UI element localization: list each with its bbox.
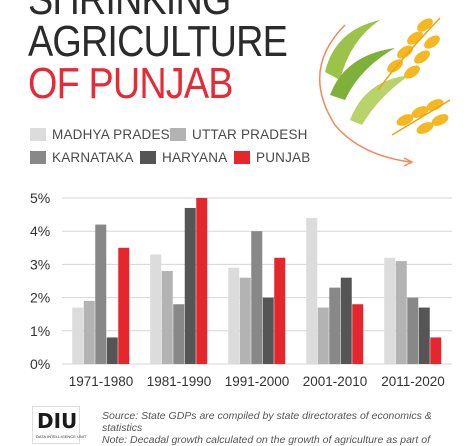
- source-text: Source: State GDPs are compiled by state…: [102, 410, 432, 434]
- x-tick-label: 2011-2020: [381, 374, 445, 389]
- title-line-1: SHRINKING: [28, 0, 231, 22]
- y-tick-label: 1%: [30, 323, 50, 339]
- legend-swatch: [140, 151, 156, 164]
- legend-label: UTTAR PRADESH: [192, 127, 308, 142]
- legend-item-karnataka: KARNATAKA: [30, 150, 134, 165]
- diu-logo: DIU DATA INTELLIGENCE UNIT: [32, 406, 86, 444]
- bar: [407, 297, 419, 364]
- bar: [150, 254, 162, 364]
- legend-label: MADHYA PRADESH: [52, 127, 180, 142]
- bar: [418, 307, 430, 364]
- bar: [262, 297, 274, 364]
- diu-logo-text: DIU: [37, 409, 78, 433]
- bar: [384, 257, 396, 364]
- bar: [274, 257, 286, 364]
- bar: [184, 207, 196, 364]
- source-note: Source: State GDPs are compiled by state…: [102, 410, 472, 446]
- bar: [430, 337, 442, 364]
- legend-item-madhya-pradesh: MADHYA PRADESH: [30, 127, 180, 142]
- bar: [118, 247, 130, 364]
- legend-swatch: [30, 128, 46, 141]
- y-tick-label: 2%: [30, 290, 50, 306]
- bar: [161, 271, 173, 364]
- bar: [196, 198, 208, 364]
- bar: [95, 224, 107, 364]
- x-tick-label: 1991-2000: [225, 374, 290, 389]
- title-line-2: AGRICULTURE: [28, 17, 288, 66]
- legend-swatch: [234, 151, 250, 164]
- bar: [72, 307, 84, 364]
- legend-item-uttar-pradesh: UTTAR PRADESH: [170, 127, 308, 142]
- bar: [352, 304, 364, 364]
- y-tick-label: 5%: [30, 190, 50, 206]
- title-line-3: OF PUNJAB: [28, 59, 233, 108]
- bar: [317, 307, 329, 364]
- x-tick-label: 2001-2010: [303, 374, 368, 389]
- legend-label: PUNJAB: [256, 150, 311, 165]
- x-tick-label: 1971-1980: [69, 374, 134, 389]
- diu-logo-subtext: DATA INTELLIGENCE UNIT: [36, 434, 87, 439]
- legend-label: KARNATAKA: [52, 150, 134, 165]
- bar: [329, 287, 341, 364]
- bar: [239, 277, 251, 364]
- bar-chart: 0% 1% 2% 3% 4% 5% 1971-1980 1981-1990 1991-2000 2…: [30, 190, 452, 389]
- bar: [83, 300, 95, 364]
- bar: [251, 231, 263, 364]
- legend-label: HARYANA: [162, 150, 228, 165]
- legend-swatch: [170, 128, 186, 141]
- bar: [106, 337, 118, 364]
- bar: [306, 217, 318, 364]
- legend-item-punjab: PUNJAB: [234, 150, 310, 165]
- bar: [173, 304, 185, 364]
- legend-item-haryana: HARYANA: [140, 150, 227, 165]
- bar: [228, 267, 240, 364]
- y-tick-label: 0%: [30, 356, 50, 372]
- bar: [395, 261, 407, 364]
- note-text: Note: Decadal growth calculated on the g…: [102, 434, 431, 446]
- legend-swatch: [30, 151, 46, 164]
- y-tick-label: 4%: [30, 223, 50, 239]
- wheat-illustration-icon: [318, 17, 451, 167]
- x-tick-label: 1981-1990: [147, 374, 212, 389]
- bar: [340, 277, 352, 364]
- y-tick-label: 3%: [30, 256, 50, 272]
